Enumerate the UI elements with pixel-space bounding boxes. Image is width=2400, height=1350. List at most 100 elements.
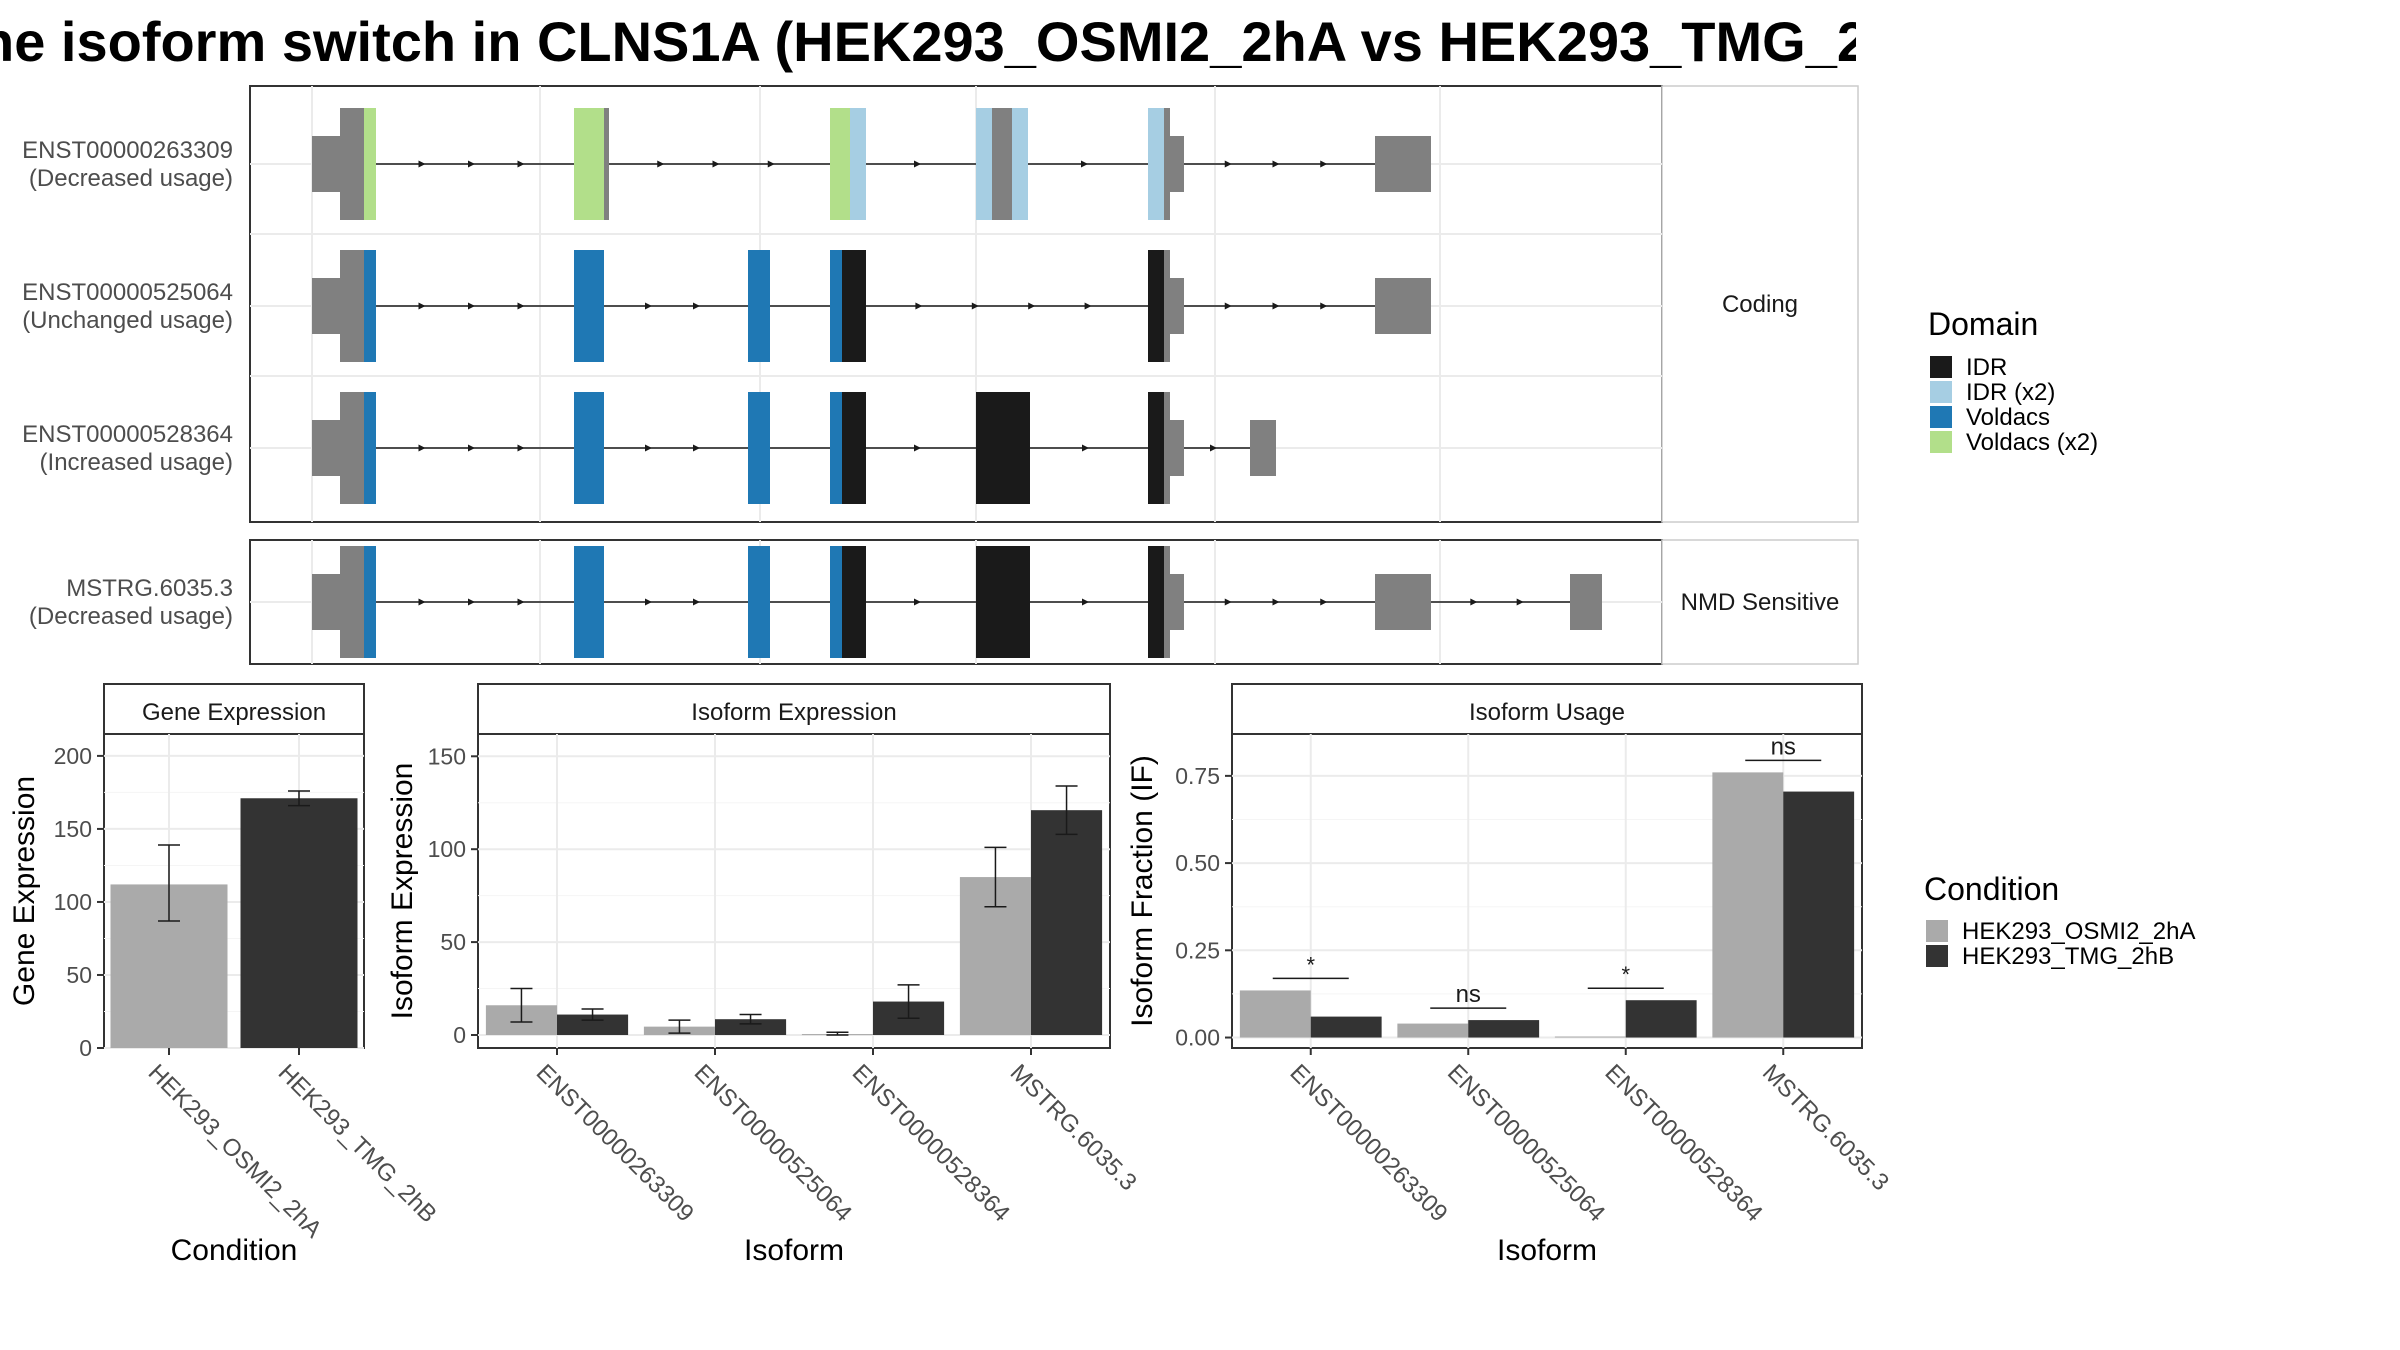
x-tick-label: MSTRG.6035.3	[1757, 1059, 1894, 1196]
intron-arrow	[1320, 598, 1328, 606]
intron-arrow	[645, 444, 652, 452]
intron-arrow	[645, 302, 652, 310]
intron-arrow	[468, 160, 475, 168]
intron-arrow	[712, 160, 720, 168]
bar	[1031, 810, 1103, 1035]
isoform-usage-label: (Decreased usage)	[29, 603, 233, 630]
exon-block	[340, 392, 364, 504]
domain-block-idr	[976, 546, 1030, 658]
x-tick-label: MSTRG.6035.3	[1005, 1059, 1142, 1196]
panel-title: Isoform Expression	[691, 699, 896, 726]
significance-label: ns	[1456, 981, 1481, 1008]
legend-key-voldacs-x2-	[1930, 431, 1952, 453]
bar	[715, 1019, 787, 1035]
intron-arrow	[517, 160, 525, 168]
intron-arrow	[1084, 302, 1092, 310]
x-tick-label: ENST00000528364	[847, 1059, 1015, 1227]
intron-arrow	[1082, 444, 1089, 452]
y-tick-label: 0.50	[1175, 850, 1220, 876]
x-axis-title: Condition	[171, 1234, 298, 1267]
intron-arrow	[418, 598, 426, 606]
legend-key-condition	[1926, 920, 1948, 942]
domain-block-idr	[976, 392, 1030, 504]
exon-block	[992, 108, 1012, 220]
domain-block-voldacs	[830, 392, 842, 504]
domain-block-voldacs	[830, 250, 842, 362]
domain-block-voldacs	[748, 250, 770, 362]
exon-block	[1164, 108, 1170, 220]
intron-arrow	[1028, 302, 1036, 310]
intron-arrow	[468, 302, 475, 310]
isoform-track-ENST00000525064	[250, 250, 1662, 362]
isoform-track-MSTRG.6035.3	[250, 546, 1662, 658]
intron-arrow	[418, 302, 426, 310]
bar	[1783, 791, 1855, 1038]
exon-block	[1570, 574, 1602, 630]
significance-label: *	[1621, 962, 1630, 987]
intron-arrow	[418, 160, 426, 168]
domain-block-voldacs	[748, 546, 770, 658]
x-axis-title: Isoform	[744, 1234, 844, 1267]
exon-block	[1170, 420, 1184, 476]
legend-label: Voldacs	[1966, 404, 2050, 431]
domain-block-voldacs	[748, 392, 770, 504]
y-tick-label: 0.25	[1175, 937, 1220, 963]
exon-block	[312, 136, 340, 192]
y-tick-label: 0	[453, 1022, 466, 1048]
exon-block	[1170, 574, 1184, 630]
bar	[240, 798, 358, 1048]
intron-arrow	[418, 444, 426, 452]
x-tick-label: ENST00000528364	[1600, 1059, 1768, 1227]
intron-arrow	[1272, 160, 1280, 168]
domain-block-idr-x-	[976, 108, 992, 220]
legend-key-condition	[1926, 945, 1948, 967]
exon-block	[1375, 136, 1431, 192]
y-axis-title: Gene Expression	[8, 776, 41, 1006]
intron-arrow	[645, 598, 652, 606]
legend-key-idr-x2-	[1930, 381, 1952, 403]
coding-panel: Coding	[249, 85, 1859, 523]
bar	[1468, 1020, 1540, 1038]
bar-chart-1: Isoform Expression 0 50 100 150 ENST000002633…	[386, 683, 1142, 1267]
exon-block	[604, 108, 609, 220]
coding-frame	[249, 85, 1663, 523]
intron-arrow	[914, 160, 921, 168]
exon-block	[1164, 392, 1170, 504]
exon-block	[1375, 574, 1431, 630]
intron-arrow	[1320, 160, 1328, 168]
intron-arrow	[1516, 598, 1524, 606]
domain-block-voldacs	[574, 250, 604, 362]
isoform-track-ENST00000528364	[250, 392, 1662, 504]
intron-arrow	[517, 302, 525, 310]
intron-arrow	[1272, 302, 1280, 310]
x-tick-label: ENST00000525064	[689, 1059, 857, 1227]
intron-arrow	[1272, 598, 1280, 606]
bar	[1310, 1016, 1382, 1038]
y-tick-label: 0	[79, 1035, 92, 1061]
exon-block	[1250, 420, 1276, 476]
intron-arrow	[468, 444, 475, 452]
domain-block-voldacs-x-	[574, 108, 604, 220]
domain-block-idr-x-	[850, 108, 866, 220]
domain-block-idr	[1148, 250, 1164, 362]
bar	[1397, 1023, 1469, 1038]
isoform-track-ENST00000263309	[250, 108, 1662, 220]
isoform-usage-label: (Increased usage)	[40, 449, 233, 476]
bar	[1239, 990, 1311, 1038]
y-tick-label: 50	[66, 962, 92, 988]
intron-arrow	[1224, 598, 1232, 606]
intron-arrow	[1210, 444, 1217, 452]
intron-arrow	[1224, 160, 1232, 168]
y-tick-label: 50	[440, 929, 466, 955]
significance-label: *	[1306, 952, 1315, 977]
facet-strip	[1231, 683, 1863, 735]
intron-arrow	[517, 444, 525, 452]
facet-strip	[477, 683, 1111, 735]
legend-label: HEK293_TMG_2hB	[1962, 943, 2174, 970]
intron-arrow	[767, 160, 775, 168]
y-tick-label: 0.75	[1175, 763, 1220, 789]
x-tick-label: ENST00000525064	[1442, 1059, 1610, 1227]
exon-block	[1170, 136, 1184, 192]
